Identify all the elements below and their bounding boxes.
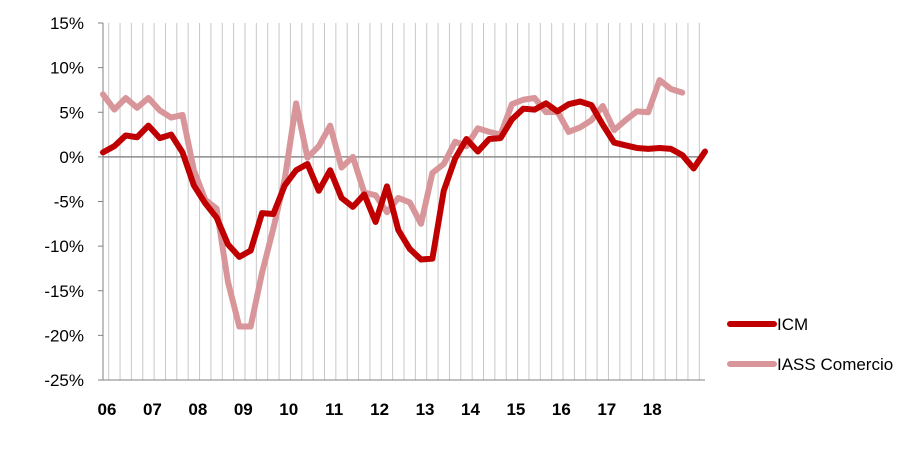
y-tick-label: 0% bbox=[59, 148, 84, 167]
y-tick-label: 5% bbox=[59, 103, 84, 122]
x-tick-label: 12 bbox=[370, 400, 389, 419]
y-tick-label: -25% bbox=[44, 371, 84, 390]
x-tick-label: 10 bbox=[279, 400, 298, 419]
y-tick-label: -5% bbox=[54, 193, 84, 212]
x-tick-label: 15 bbox=[506, 400, 525, 419]
y-tick-label: -15% bbox=[44, 282, 84, 301]
series-line-icm bbox=[100, 98, 708, 263]
x-axis-ticks: 06 07 08 09 10 11 12 13 14 15 16 17 18 bbox=[98, 400, 662, 419]
x-tick-label: 06 bbox=[98, 400, 117, 419]
legend-label: IASS Comercio bbox=[777, 355, 893, 374]
x-tick-label: 14 bbox=[461, 400, 480, 419]
x-tick-label: 11 bbox=[325, 400, 343, 419]
y-tick-label: -10% bbox=[44, 237, 84, 256]
x-tick-label: 17 bbox=[597, 400, 616, 419]
y-axis-ticks: 15% 10% 5% 0% -5% -10% -15% -20% -25% bbox=[44, 14, 103, 390]
x-tick-label: 09 bbox=[234, 400, 253, 419]
y-tick-label: 15% bbox=[50, 14, 84, 33]
x-tick-label: 18 bbox=[643, 400, 662, 419]
y-tick-label: 10% bbox=[50, 59, 84, 78]
x-tick-label: 07 bbox=[143, 400, 162, 419]
legend-label: ICM bbox=[777, 315, 808, 334]
x-tick-label: 08 bbox=[188, 400, 207, 419]
x-tick-label: 13 bbox=[416, 400, 435, 419]
legend: ICM IASS Comercio bbox=[727, 315, 893, 374]
x-tick-label: 16 bbox=[552, 400, 571, 419]
series-lines bbox=[100, 77, 708, 330]
y-tick-label: -20% bbox=[44, 326, 84, 345]
